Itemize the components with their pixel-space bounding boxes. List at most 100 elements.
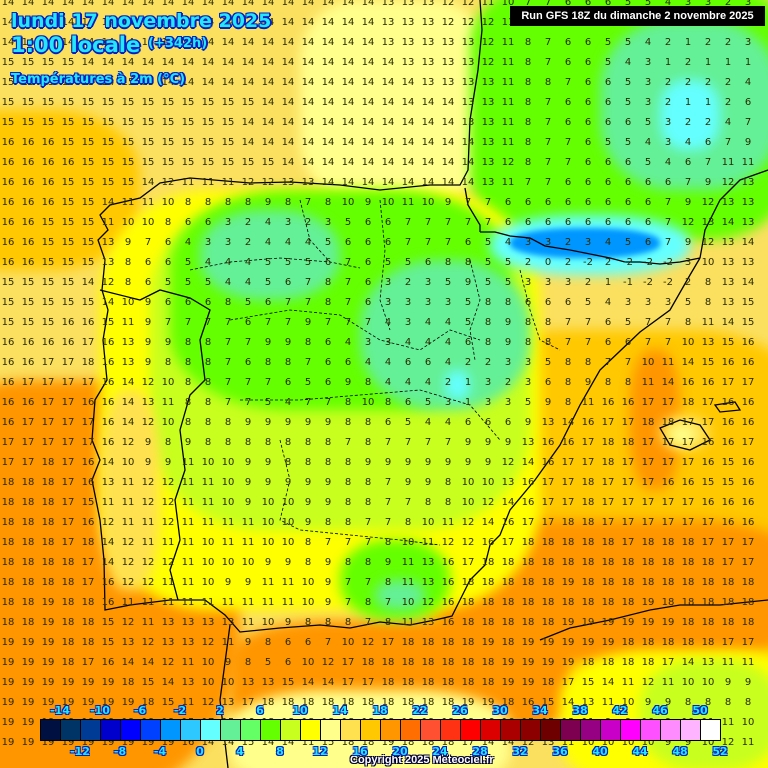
grid-value: 2 — [558, 258, 578, 268]
grid-value: 4 — [658, 0, 678, 8]
grid-value: 15 — [78, 498, 98, 508]
grid-value: 15 — [138, 118, 158, 128]
grid-value: 10 — [338, 638, 358, 648]
legend-top-label: 10 — [292, 704, 307, 717]
grid-value: 5 — [458, 318, 478, 328]
grid-value: 14 — [118, 58, 138, 68]
grid-value: 2 — [658, 78, 678, 88]
grid-value: 9 — [458, 278, 478, 288]
grid-value: 15 — [718, 458, 738, 468]
grid-value: 14 — [358, 0, 378, 8]
grid-value: 15 — [158, 118, 178, 128]
grid-value: 17 — [78, 578, 98, 588]
grid-value: 18 — [0, 538, 18, 548]
grid-value: 15 — [578, 678, 598, 688]
grid-value: 15 — [0, 298, 18, 308]
legend-swatch — [601, 720, 621, 740]
grid-value: 14 — [438, 138, 458, 148]
grid-value: 8 — [198, 198, 218, 208]
grid-value: 12 — [358, 638, 378, 648]
grid-value: 11 — [298, 738, 318, 748]
grid-value: 10 — [678, 338, 698, 348]
grid-value: 17 — [678, 458, 698, 468]
grid-value: 3 — [658, 298, 678, 308]
grid-value: 3 — [678, 258, 698, 268]
grid-value: 8 — [318, 298, 338, 308]
grid-value: 17 — [338, 658, 358, 668]
grid-value: 13 — [118, 638, 138, 648]
grid-value: 6 — [518, 198, 538, 208]
grid-value: 10 — [578, 738, 598, 748]
grid-value: 11 — [278, 598, 298, 608]
grid-value: 11 — [138, 198, 158, 208]
grid-value: 7 — [438, 238, 458, 248]
grid-value: 19 — [58, 678, 78, 688]
grid-value: 16 — [598, 398, 618, 408]
grid-value: 13 — [398, 0, 418, 8]
grid-value: 11 — [718, 658, 738, 668]
grid-value: 16 — [98, 658, 118, 668]
grid-value: 4 — [258, 238, 278, 248]
grid-value: 6 — [198, 218, 218, 228]
grid-value: 13 — [718, 278, 738, 288]
grid-value: 6 — [598, 218, 618, 228]
grid-value: 15 — [58, 178, 78, 188]
grid-value: 4 — [638, 138, 658, 148]
grid-value: 15 — [18, 78, 38, 88]
grid-value: 15 — [78, 78, 98, 88]
grid-value: 12 — [458, 538, 478, 548]
grid-value: 9 — [318, 418, 338, 428]
grid-value: 17 — [638, 458, 658, 468]
grid-value: 14 — [418, 98, 438, 108]
grid-value: 8 — [318, 198, 338, 208]
grid-value: 7 — [218, 358, 238, 368]
grid-value: 16 — [18, 198, 38, 208]
grid-value: 17 — [578, 438, 598, 448]
grid-value: 3 — [658, 118, 678, 128]
grid-value: 6 — [578, 38, 598, 48]
grid-value: 11 — [98, 498, 118, 508]
grid-value: 13 — [458, 38, 478, 48]
grid-value: 3 — [638, 298, 658, 308]
grid-value: 5 — [378, 258, 398, 268]
grid-value: 2 — [578, 278, 598, 288]
grid-value: 6 — [618, 198, 638, 208]
grid-value: 16 — [58, 338, 78, 348]
grid-value: 18 — [518, 598, 538, 608]
grid-value: 19 — [478, 638, 498, 648]
copyright-notice: Copyright 2025 Meteociel.fr — [350, 754, 494, 766]
grid-value: 14 — [398, 98, 418, 108]
grid-value: 14 — [298, 18, 318, 28]
grid-value: 6 — [618, 338, 638, 348]
grid-value: 19 — [18, 698, 38, 708]
grid-value: 17 — [718, 538, 738, 548]
grid-value: 6 — [458, 338, 478, 348]
grid-value: 16 — [738, 458, 758, 468]
grid-value: 15 — [98, 138, 118, 148]
grid-value: 7 — [598, 358, 618, 368]
grid-value: 6 — [318, 258, 338, 268]
grid-value: 11 — [718, 718, 738, 728]
grid-value: 3 — [498, 358, 518, 368]
grid-value: 9 — [298, 498, 318, 508]
grid-value: 16 — [658, 478, 678, 488]
grid-value: 17 — [698, 518, 718, 528]
grid-value: 17 — [738, 438, 758, 448]
grid-value: 17 — [38, 418, 58, 428]
grid-value: 6 — [398, 398, 418, 408]
grid-value: 16 — [18, 358, 38, 368]
grid-value: 2 — [398, 278, 418, 288]
grid-value: 14 — [378, 98, 398, 108]
grid-value: 18 — [438, 738, 458, 748]
grid-value: 12 — [258, 178, 278, 188]
grid-value: 15 — [738, 298, 758, 308]
grid-value: 4 — [238, 278, 258, 288]
grid-value: 13 — [98, 238, 118, 248]
grid-value: 15 — [118, 158, 138, 168]
grid-value: 17 — [58, 478, 78, 488]
grid-value: 1 — [678, 98, 698, 108]
grid-value: 19 — [478, 698, 498, 708]
grid-value: 8 — [438, 478, 458, 488]
grid-value: 14 — [358, 38, 378, 48]
grid-value: 14 — [438, 158, 458, 168]
